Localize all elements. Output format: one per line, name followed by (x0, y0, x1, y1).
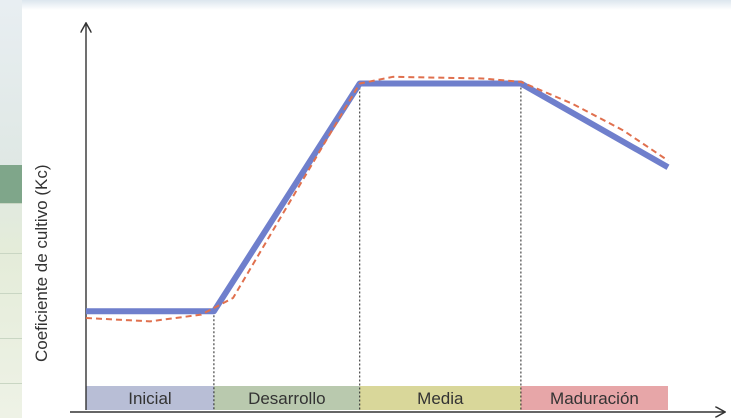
series-layer (85, 75, 670, 323)
left-strip-tab (0, 300, 22, 339)
phase-band-layer: Inicial Desarrollo Media Maduración (86, 386, 668, 410)
y-axis-label: Coeficiente de cultivo (Kc) (32, 165, 51, 362)
phase-label-1: Inicial (128, 389, 171, 408)
phase-band-1 (86, 386, 214, 410)
phase-label-4: Maduración (550, 389, 639, 408)
left-strip-tab (0, 255, 22, 294)
phase-band-3 (359, 386, 521, 410)
series-line-dashed (85, 75, 669, 323)
series-line-solid (86, 80, 670, 315)
left-strip-tab (0, 215, 22, 254)
phase-band-2 (213, 386, 360, 410)
phase-label-3: Media (417, 389, 464, 408)
left-strip-tab (0, 165, 22, 204)
left-strip-tab (0, 345, 22, 384)
phase-divider-layer (213, 83, 522, 410)
phase-band-4 (520, 386, 668, 410)
phase-label-2: Desarrollo (248, 389, 325, 408)
left-background-strip (0, 0, 22, 418)
top-background-band (0, 0, 731, 10)
